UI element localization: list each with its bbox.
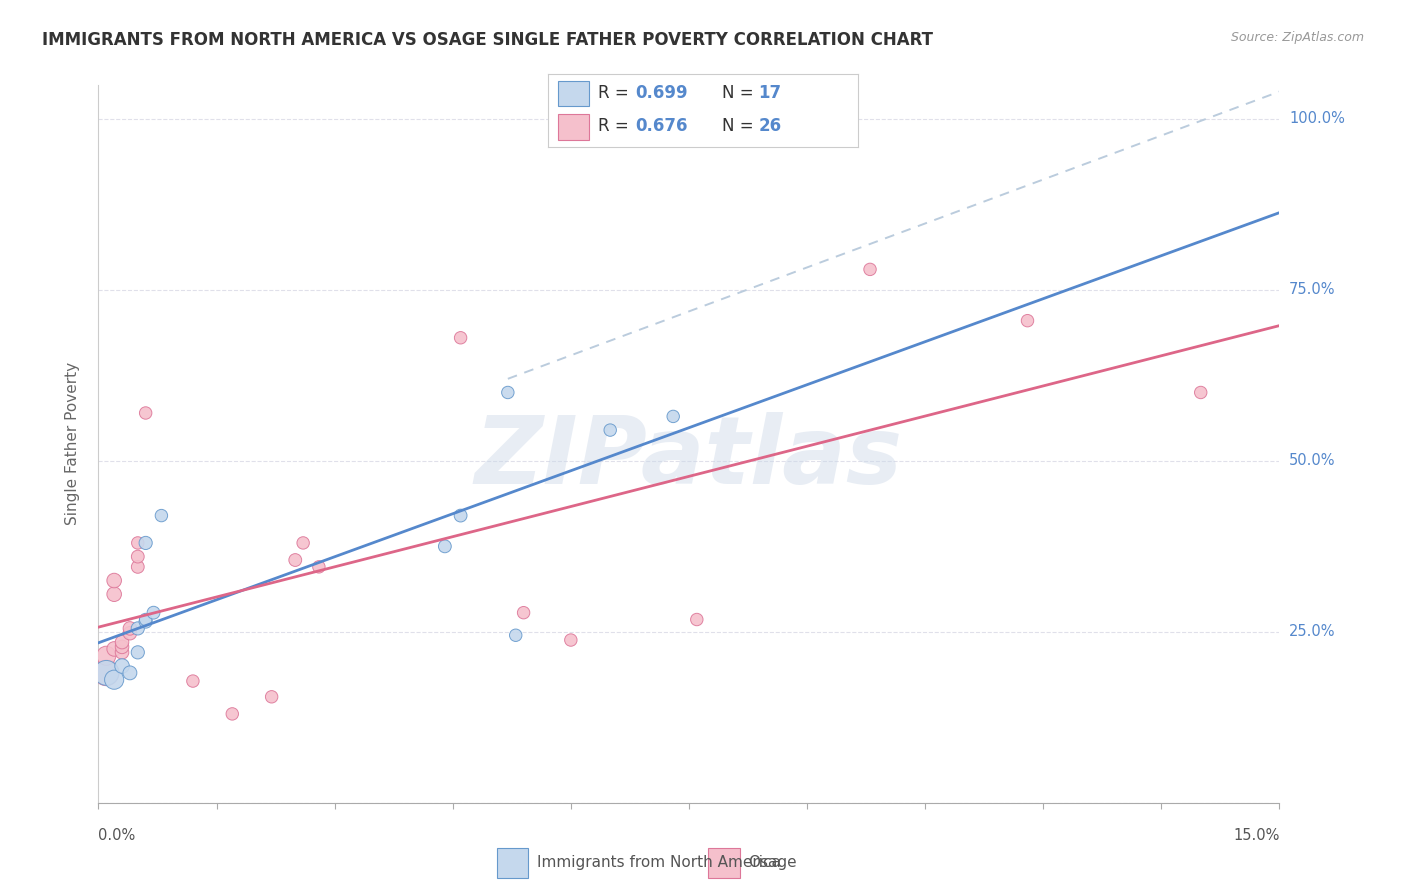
Point [118,665,141,680]
Text: 26: 26 [759,117,782,135]
FancyBboxPatch shape [709,847,740,878]
Point [111,635,134,649]
FancyBboxPatch shape [496,847,529,878]
Text: 50.0%: 50.0% [1289,453,1336,468]
Point [292,536,315,550]
Point [127,622,149,636]
Point [111,645,134,659]
Point [686,613,709,627]
Point [103,642,125,657]
Text: N =: N = [721,117,758,135]
Point [599,423,621,437]
Point [496,385,519,400]
Point [150,508,173,523]
Point [118,622,141,636]
Y-axis label: Single Father Poverty: Single Father Poverty [65,362,80,525]
Point [260,690,283,704]
Point [1189,385,1212,400]
FancyBboxPatch shape [558,80,589,106]
Text: R =: R = [598,117,634,135]
Text: Source: ZipAtlas.com: Source: ZipAtlas.com [1230,31,1364,45]
Point [512,606,534,620]
Point [103,673,125,687]
Text: 75.0%: 75.0% [1289,283,1336,297]
Point [450,508,472,523]
Point [221,706,243,721]
Point [103,574,125,588]
Text: 17: 17 [759,84,782,102]
Point [111,659,134,673]
Point [859,262,882,277]
Point [1017,314,1039,328]
Text: 0.676: 0.676 [636,117,688,135]
Text: 100.0%: 100.0% [1289,112,1346,127]
Point [96,665,118,680]
Point [96,665,118,680]
Text: 0.0%: 0.0% [98,828,135,843]
Point [135,536,157,550]
Point [135,613,157,627]
Text: ZIPatlas: ZIPatlas [475,412,903,504]
Point [127,536,149,550]
Text: R =: R = [598,84,634,102]
Point [433,539,456,553]
Point [135,406,157,420]
Point [450,331,472,345]
Point [135,615,157,629]
Point [127,549,149,564]
Point [560,633,582,648]
Point [181,674,204,689]
Point [118,626,141,640]
Point [662,409,685,424]
Text: Osage: Osage [748,855,797,870]
Point [127,560,149,574]
Point [284,553,307,567]
Point [505,628,527,642]
Point [103,587,125,601]
Text: IMMIGRANTS FROM NORTH AMERICA VS OSAGE SINGLE FATHER POVERTY CORRELATION CHART: IMMIGRANTS FROM NORTH AMERICA VS OSAGE S… [42,31,934,49]
Point [127,645,149,659]
FancyBboxPatch shape [558,114,589,140]
Text: Immigrants from North America: Immigrants from North America [537,855,780,870]
Text: N =: N = [721,84,758,102]
Point [111,640,134,654]
Text: 25.0%: 25.0% [1289,624,1336,640]
Point [308,560,330,574]
Text: 15.0%: 15.0% [1233,828,1279,843]
Point [142,606,165,620]
Point [96,648,118,663]
Text: 0.699: 0.699 [636,84,688,102]
